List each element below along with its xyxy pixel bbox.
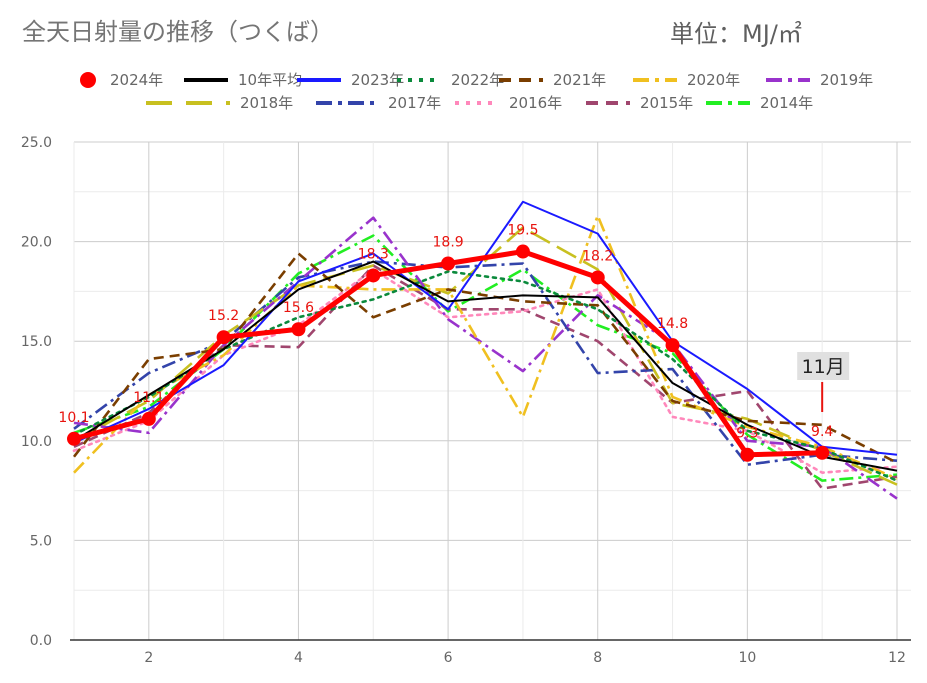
data-label: 10.1 <box>58 410 89 426</box>
data-point <box>441 256 456 271</box>
series-line-2022年 <box>72 270 899 482</box>
x-tick-label: 12 <box>888 650 906 666</box>
legend-label: 10年平均 <box>238 71 302 89</box>
annotation: 11月 <box>797 352 850 412</box>
legend: 2024年 10年平均 2023年 2022年 2021年 2020年 2019年 2018年… <box>80 71 873 112</box>
legend-label: 2017年 <box>388 94 441 112</box>
data-label: 15.6 <box>283 300 314 316</box>
legend-item: 2017年 <box>316 94 441 112</box>
data-point <box>665 338 680 353</box>
legend-label: 2020年 <box>687 71 740 89</box>
y-tick-label: 10.0 <box>21 434 52 450</box>
series-line-2014年 <box>73 234 898 482</box>
data-label: 11.1 <box>133 390 164 406</box>
legend-label: 2016年 <box>509 94 562 112</box>
legend-label: 2023年 <box>351 71 404 89</box>
series-line-10年平均 <box>73 260 898 472</box>
legend-item: 2021年 <box>499 71 606 89</box>
y-tick-label: 25.0 <box>21 135 52 151</box>
x-tick-label: 10 <box>738 650 756 666</box>
data-label: 18.2 <box>582 248 613 264</box>
x-tick-label: 8 <box>593 650 602 666</box>
legend-swatch <box>80 72 96 88</box>
data-label: 9.4 <box>811 424 833 440</box>
data-label: 19.5 <box>507 223 538 239</box>
legend-item: 2018年 <box>146 94 293 112</box>
data-label: 14.8 <box>657 316 688 332</box>
series-line-2016年 <box>72 268 899 474</box>
data-point <box>141 411 156 426</box>
grid <box>73 141 911 641</box>
data-point <box>740 447 755 462</box>
legend-label: 2024年 <box>110 71 163 89</box>
data-label: 9.3 <box>736 426 758 442</box>
legend-label: 2022年 <box>451 71 504 89</box>
data-point <box>815 445 830 460</box>
axes: 0.0 5.0 10.0 15.0 20.0 25.0 2 4 6 8 10 12 <box>21 135 911 666</box>
data-label: 18.9 <box>433 235 464 251</box>
legend-label: 2018年 <box>240 94 293 112</box>
x-tick-label: 2 <box>144 650 153 666</box>
y-tick-label: 5.0 <box>30 533 52 549</box>
legend-label: 2021年 <box>553 71 606 89</box>
legend-item: 2020年 <box>633 71 740 89</box>
y-tick-label: 15.0 <box>21 334 52 350</box>
legend-item: 10年平均 <box>184 71 302 89</box>
data-point <box>366 268 381 283</box>
data-labels: 10.1 11.1 15.2 15.6 18.3 18.9 19.5 18.2 14.8 9.3 9… <box>58 223 833 442</box>
data-point <box>291 322 306 337</box>
legend-item: 2016年 <box>455 94 562 112</box>
legend-item: 2022年 <box>397 71 504 89</box>
legend-item: 2014年 <box>706 94 813 112</box>
x-tick-label: 4 <box>294 650 303 666</box>
legend-item: 2024年 <box>80 71 163 89</box>
data-label: 18.3 <box>358 246 389 262</box>
data-point <box>515 244 530 259</box>
data-label: 15.2 <box>208 308 239 324</box>
annotation-box <box>797 352 850 380</box>
series-line-2019年 <box>73 216 898 500</box>
legend-label: 2015年 <box>640 94 693 112</box>
legend-item: 2019年 <box>766 71 873 89</box>
x-tick-label: 6 <box>444 650 453 666</box>
legend-label: 2019年 <box>820 71 873 89</box>
y-tick-label: 0.0 <box>30 633 52 649</box>
series-layer <box>67 200 899 500</box>
y-tick-label: 20.0 <box>21 235 52 251</box>
series-line-2020年 <box>73 214 898 480</box>
series-line-2023年 <box>73 200 898 456</box>
series-line-2018年 <box>73 226 898 486</box>
legend-item: 2015年 <box>586 94 693 112</box>
data-point <box>216 330 231 345</box>
series-line-2017年 <box>73 260 898 467</box>
annotation-label: 11月 <box>802 356 845 378</box>
data-point <box>590 270 605 285</box>
legend-label: 2014年 <box>760 94 813 112</box>
legend-item: 2023年 <box>297 71 404 89</box>
unit-label: 単位：MJ/㎡ <box>670 20 802 48</box>
data-point <box>67 431 81 446</box>
chart-title: 全天日射量の推移（つくば） <box>22 18 334 46</box>
